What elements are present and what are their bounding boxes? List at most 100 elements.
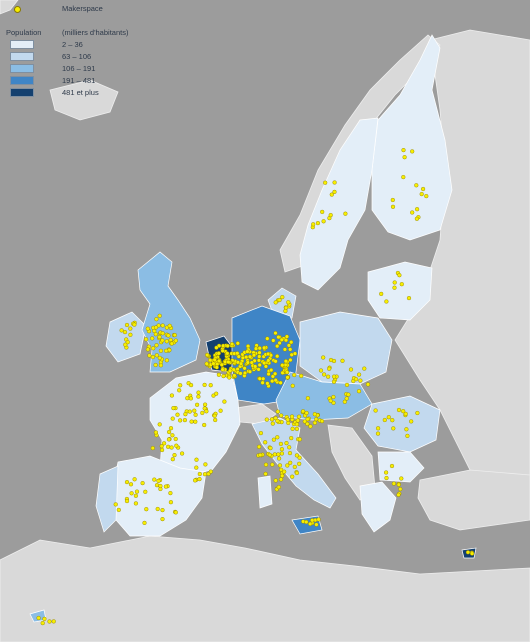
makerspace-dot — [258, 452, 263, 458]
makerspace-dot — [154, 317, 159, 322]
makerspace-dot — [236, 354, 241, 359]
makerspace-dot — [124, 322, 130, 328]
legend-swatch-1 — [10, 40, 34, 49]
population-legend-title: Population — [6, 28, 42, 37]
makerspace-dot — [256, 358, 261, 363]
makerspace-dot — [238, 371, 243, 376]
legend-class-5: 481 et plus — [62, 88, 99, 97]
makerspace-dot — [160, 508, 165, 513]
makerspace-dot — [308, 521, 313, 526]
makerspace-dot — [168, 500, 173, 505]
makerspace-dot — [253, 364, 258, 369]
makerspace-legend-label: Makerspace — [62, 4, 103, 13]
makerspace-dot — [285, 370, 290, 375]
makerspace-dot — [279, 451, 284, 456]
makerspace-dot — [273, 478, 278, 483]
makerspace-dot — [414, 216, 419, 221]
makerspace-dot — [123, 342, 128, 347]
makerspace-dot — [386, 415, 391, 420]
makerspace-dot — [396, 407, 402, 413]
makerspace-dot — [253, 346, 259, 351]
makerspace-dot — [153, 430, 158, 435]
makerspace-dot — [171, 406, 176, 411]
makerspace-dot — [216, 351, 221, 356]
makerspace-dot — [133, 493, 138, 498]
makerspace-dot — [316, 517, 321, 522]
makerspace-dot — [167, 323, 172, 328]
makerspace-dot — [145, 326, 150, 331]
makerspace-dot — [273, 359, 278, 364]
makerspace-dot — [263, 440, 268, 445]
legend-class-3: 106 – 191 — [62, 64, 96, 73]
makerspace-dot — [144, 507, 149, 512]
makerspace-dot — [279, 447, 284, 452]
makerspace-dot — [292, 351, 298, 356]
makerspace-dot — [142, 520, 147, 525]
makerspace-dot — [299, 373, 304, 378]
makerspace-dot — [164, 339, 169, 344]
makerspace-dot — [150, 355, 155, 360]
makerspace-dot — [175, 412, 180, 417]
makerspace-dot — [195, 402, 200, 407]
makerspace-dot — [257, 354, 262, 359]
makerspace-dot — [247, 354, 253, 359]
makerspace-dot — [273, 331, 278, 336]
makerspace-dot — [42, 616, 47, 621]
makerspace-dot — [194, 457, 199, 462]
region-portugal — [95, 465, 119, 533]
makerspace-dot — [344, 396, 349, 401]
makerspace-dot — [36, 615, 41, 621]
makerspace-dot — [332, 189, 337, 194]
makerspace-dot — [170, 416, 175, 421]
makerspace-dot — [40, 620, 45, 626]
makerspace-dot — [280, 473, 285, 478]
makerspace-dot — [286, 343, 291, 348]
makerspace-dot — [270, 421, 275, 426]
makerspace-dot — [409, 419, 414, 424]
makerspace-dot — [204, 409, 209, 414]
makerspace-dot — [166, 444, 171, 449]
makerspace-dot — [134, 489, 140, 494]
makerspace-dot — [329, 192, 334, 197]
makerspace-dot — [271, 437, 276, 442]
makerspace-dot — [287, 445, 292, 450]
makerspace-dot — [322, 372, 327, 377]
makerspace-dot — [465, 550, 471, 555]
makerspace-dot — [173, 510, 178, 515]
makerspace-dot — [356, 389, 362, 394]
makerspace-dot — [278, 441, 283, 446]
makerspace-dot — [263, 462, 269, 467]
makerspace-dot — [155, 506, 160, 512]
makerspace-dot — [257, 346, 262, 351]
legend-swatch-5 — [10, 88, 34, 97]
makerspace-dot — [128, 332, 133, 337]
region-uk — [137, 251, 201, 373]
makerspace-dot — [270, 462, 275, 467]
makerspace-dot — [272, 452, 277, 457]
makerspace-dot — [289, 340, 294, 345]
makerspace-dot — [147, 353, 152, 358]
makerspace-dot — [292, 372, 297, 378]
makerspace-dot — [160, 447, 165, 453]
makerspace-dot — [260, 380, 265, 385]
makerspace-dot — [196, 390, 201, 395]
makerspace-dot — [264, 417, 269, 422]
makerspace-dot — [288, 460, 293, 465]
makerspace-dot — [232, 373, 237, 378]
makerspace-dot — [168, 491, 173, 496]
makerspace-dot — [168, 426, 174, 431]
makerspace-dot — [205, 352, 210, 358]
makerspace-dot — [382, 417, 387, 423]
makerspace-dot — [280, 363, 285, 368]
makerspace-dot — [227, 375, 232, 380]
makerspace-dot — [245, 360, 250, 365]
iceland-land — [49, 79, 119, 121]
region-sweden — [299, 117, 379, 291]
makerspace-dot — [362, 366, 367, 371]
makerspace-dot — [220, 348, 225, 353]
makerspace-dot — [286, 300, 291, 305]
makerspace-dot — [331, 394, 336, 400]
makerspace-dot — [178, 418, 183, 423]
makerspace-dot — [328, 357, 334, 363]
makerspace-dot — [235, 341, 240, 346]
